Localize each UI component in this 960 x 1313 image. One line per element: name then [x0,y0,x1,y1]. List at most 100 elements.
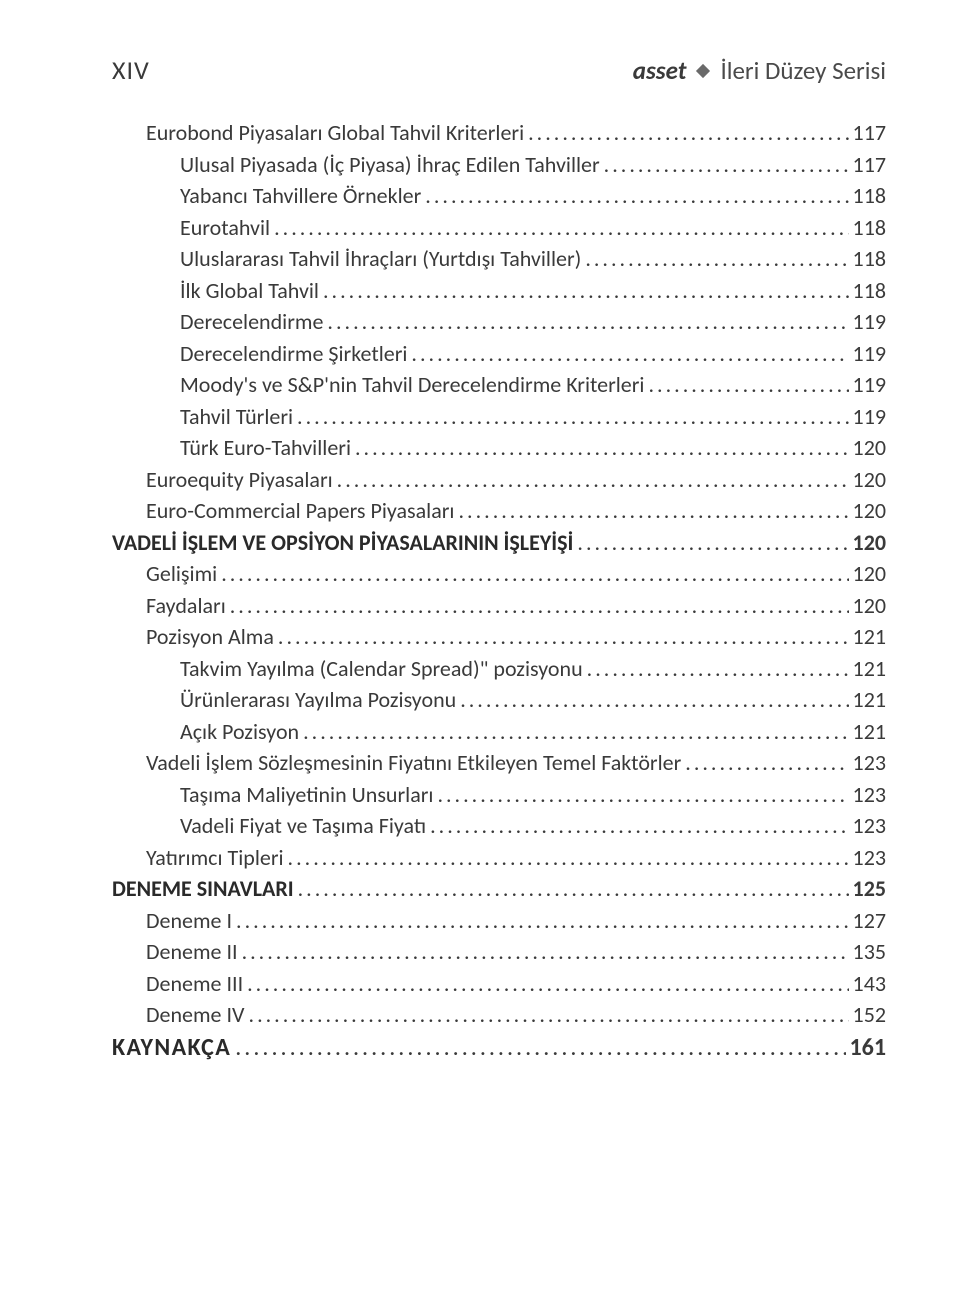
toc-row: Faydaları120 [146,595,886,617]
toc-row: Pozisyon Alma 121 [146,626,886,648]
toc-dot-leader [585,248,848,270]
toc-dot-leader [288,847,849,869]
toc-dot-leader [235,1036,845,1060]
toc-label: Derecelendirme Şirketleri [180,343,407,365]
toc-row: Tahvil Türleri 119 [180,406,886,428]
toc-label: Vadeli Fiyat ve Taşıma Fiyatı [180,815,426,837]
toc-row: Derecelendirme Şirketleri 119 [180,343,886,365]
toc-label: Tahvil Türleri [180,406,293,428]
toc-label: Açık Pozisyon [180,721,299,743]
toc-row: Takvim Yayılma (Calendar Spread)" pozisy… [180,658,886,680]
toc-row: Uluslararası Tahvil İhraçları (Yurtdışı … [180,248,886,270]
toc-row: Moody's ve S&P'nin Tahvil Derecelendirme… [180,374,886,396]
toc-page: 118 [853,185,886,207]
toc-label: Uluslararası Tahvil İhraçları (Yurtdışı … [180,248,581,270]
toc-label: Vadeli İşlem Sözleşmesinin Fiyatını Etki… [146,752,681,774]
toc-row: Deneme II 135 [146,941,886,963]
toc-page: 161 [850,1036,887,1060]
toc-label: Türk Euro-Tahvilleri [180,437,351,459]
toc-label: Taşıma Maliyetinin Unsurları [180,784,433,806]
toc-row: Derecelendirme119 [180,311,886,333]
toc-row: Vadeli Fiyat ve Taşıma Fiyatı 123 [180,815,886,837]
toc-dot-leader [298,878,849,900]
toc-label: Ulusal Piyasada (İç Piyasa) İhraç Edilen… [180,154,600,176]
toc-label: Moody's ve S&P'nin Tahvil Derecelendirme… [180,374,644,396]
toc-label: Takvim Yayılma (Calendar Spread)" pozisy… [180,658,583,680]
toc-label: KAYNAKÇA [112,1036,231,1060]
toc-page: 123 [853,784,886,806]
toc-row: Deneme III143 [146,973,886,995]
toc-label: Euro-Commercial Papers Piyasaları [146,500,454,522]
toc-dot-leader [648,374,848,396]
toc-page: 118 [853,217,886,239]
toc-label: Pozisyon Alma [146,626,274,648]
series-title: İleri Düzey Serisi [720,55,886,86]
toc-dot-leader [355,437,849,459]
toc-row: Yatırımcı Tipleri123 [146,847,886,869]
toc-page: 123 [853,752,886,774]
toc-row: Eurotahvil 118 [180,217,886,239]
toc-label: Deneme IV [146,1004,245,1026]
toc-row: Açık Pozisyon 121 [180,721,886,743]
toc-label: Gelişimi [146,563,217,585]
toc-page: 117 [853,154,886,176]
toc-page: 123 [853,847,886,869]
toc-label: Ürünlerarası Yayılma Pozisyonu [180,689,456,711]
toc-page: 121 [853,689,886,711]
page-number: XIV [112,54,150,86]
toc-label: Euroequity Piyasaları [146,469,333,491]
diamond-icon [696,63,710,77]
toc-dot-leader [528,122,848,144]
toc-dot-leader [247,973,848,995]
toc-page: 125 [853,878,886,900]
toc-row: Ürünlerarası Yayılma Pozisyonu 121 [180,689,886,711]
toc-page: 123 [853,815,886,837]
toc-page: 119 [853,374,886,396]
toc-page: 119 [853,343,886,365]
toc-dot-leader [236,910,849,932]
toc-label: Deneme II [146,941,238,963]
toc-dot-leader [221,563,848,585]
toc-page: 119 [853,311,886,333]
toc-page: 121 [853,626,886,648]
table-of-contents: Eurobond Piyasaları Global Tahvil Kriter… [112,122,886,1060]
toc-row: Euroequity Piyasaları120 [146,469,886,491]
toc-label: Eurotahvil [180,217,270,239]
toc-row: Deneme IV152 [146,1004,886,1026]
brand-name: asset [633,55,687,86]
toc-page: 118 [853,280,886,302]
toc-dot-leader [323,280,849,302]
toc-label: Yabancı Tahvillere Örnekler [180,185,421,207]
brand-block: asset İleri Düzey Serisi [633,55,886,86]
toc-row: Taşıma Maliyetinin Unsurları 123 [180,784,886,806]
toc-row: VADELİ İŞLEM VE OPSİYON PİYASALARININ İŞ… [112,532,886,554]
toc-page: 120 [853,532,886,554]
toc-page: 120 [853,500,886,522]
toc-row: DENEME SINAVLARI 125 [112,878,886,900]
toc-dot-leader [278,626,849,648]
toc-dot-leader [274,217,848,239]
toc-dot-leader [249,1004,849,1026]
toc-page: 135 [853,941,886,963]
toc-label: Deneme I [146,910,232,932]
toc-dot-leader [242,941,849,963]
toc-page: 121 [853,721,886,743]
toc-label: DENEME SINAVLARI [112,878,294,900]
toc-row: İlk Global Tahvil118 [180,280,886,302]
toc-page: 120 [853,595,886,617]
toc-dot-leader [437,784,848,806]
toc-dot-leader [577,532,848,554]
toc-page: 117 [853,122,886,144]
toc-label: VADELİ İŞLEM VE OPSİYON PİYASALARININ İŞ… [112,532,573,554]
toc-page: 120 [853,563,886,585]
toc-dot-leader [297,406,849,428]
toc-row: Deneme I127 [146,910,886,932]
toc-dot-leader [230,595,849,617]
toc-page: 119 [853,406,886,428]
toc-dot-leader [337,469,849,491]
toc-row: Eurobond Piyasaları Global Tahvil Kriter… [146,122,886,144]
page-header: XIV asset İleri Düzey Serisi [112,54,886,86]
toc-dot-leader [460,689,848,711]
toc-page: 118 [853,248,886,270]
toc-page: 143 [853,973,886,995]
